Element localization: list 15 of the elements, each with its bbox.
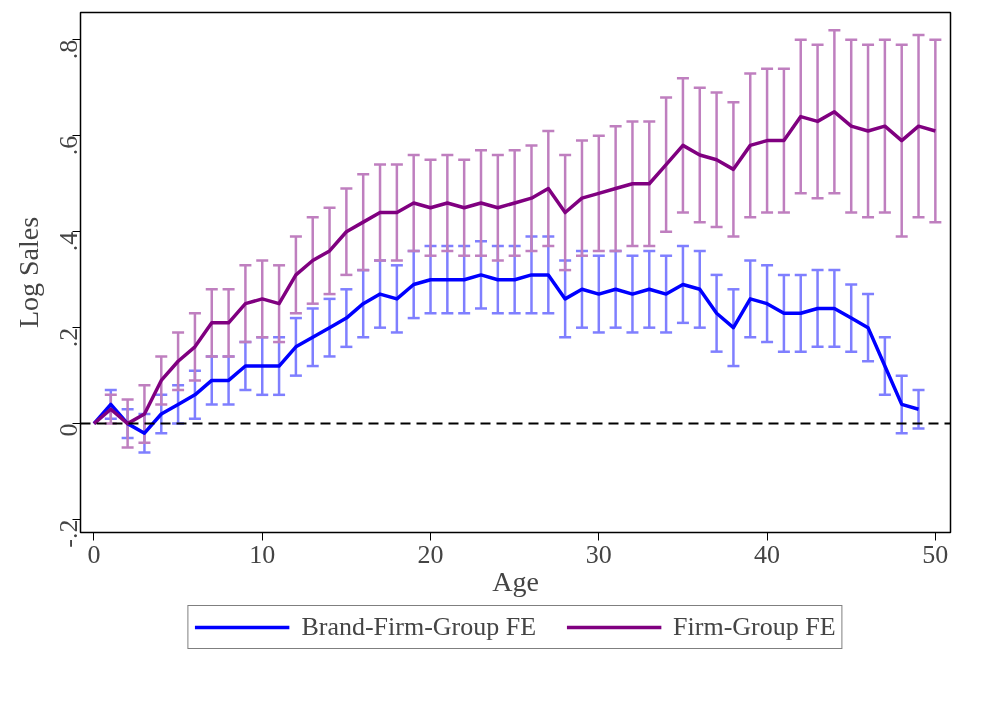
x-tick-label: 10 bbox=[249, 539, 276, 569]
x-tick-label: 40 bbox=[754, 539, 781, 569]
y-tick-label: .8 bbox=[54, 39, 83, 60]
legend-label: Brand-Firm-Group FE bbox=[301, 612, 537, 642]
y-tick-label: -.2 bbox=[54, 519, 83, 548]
y-axis-title: Log Sales bbox=[12, 216, 44, 329]
x-tick-label: 30 bbox=[585, 539, 612, 569]
y-tick-label: .4 bbox=[54, 231, 83, 252]
x-tick-label: 50 bbox=[922, 539, 949, 569]
x-tick-label: 20 bbox=[417, 539, 444, 569]
y-tick-label: 0 bbox=[54, 423, 83, 437]
y-tick-label: .2 bbox=[54, 327, 83, 348]
x-axis-title: Age bbox=[492, 565, 539, 597]
legend-label: Firm-Group FE bbox=[673, 612, 836, 642]
y-tick-label: .6 bbox=[54, 135, 83, 156]
